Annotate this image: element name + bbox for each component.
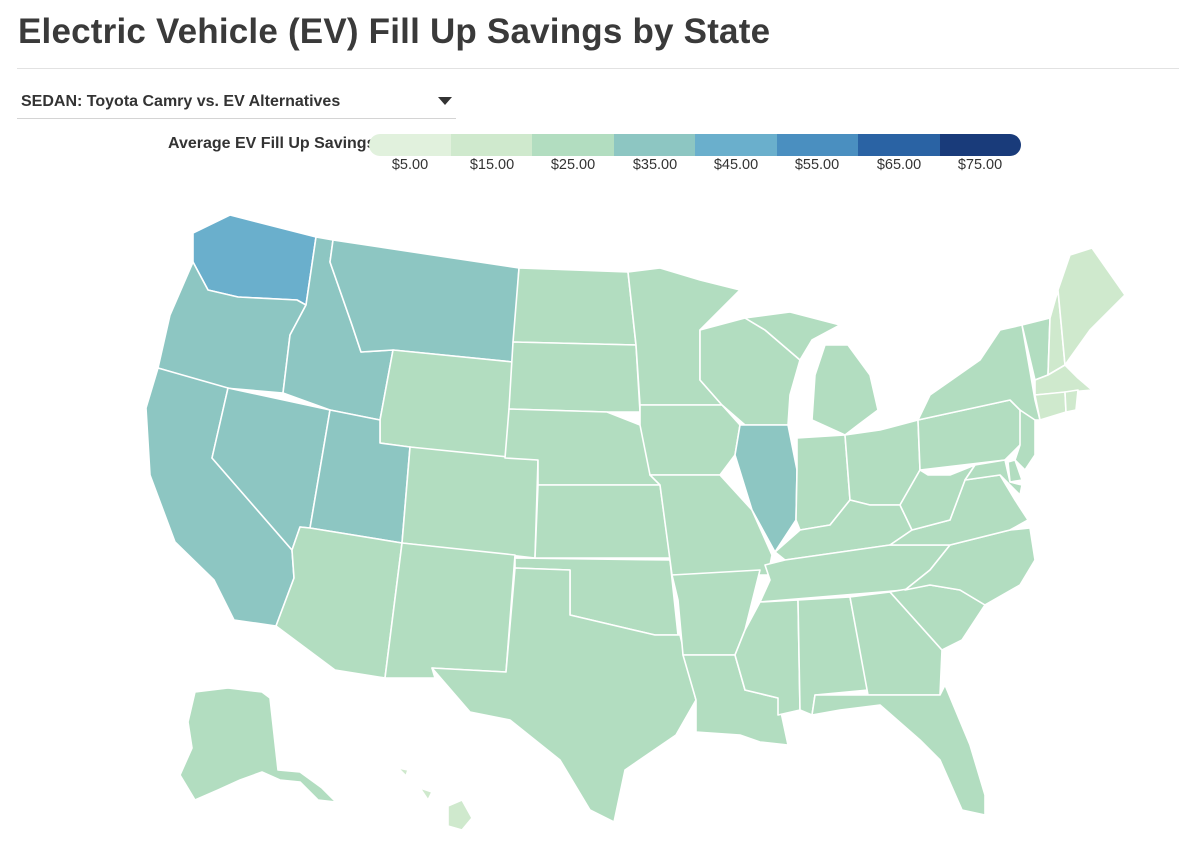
state-nj[interactable] [1014,409,1036,471]
state-ct[interactable] [1034,391,1067,421]
legend-tick: $15.00 [469,157,515,173]
state-ny[interactable] [917,324,1041,421]
state-nd[interactable] [512,267,637,346]
legend-swatch [613,134,695,156]
state-de[interactable] [1007,459,1023,483]
legend-swatch [939,134,1021,156]
state-ga[interactable] [849,591,943,696]
page-title: Electric Vehicle (EV) Fill Up Savings by… [18,12,771,51]
state-az[interactable] [275,526,403,679]
legend-tick: $45.00 [713,157,759,173]
state-md[interactable] [964,459,1023,496]
legend-tick: $5.00 [391,157,429,173]
legend-color-scale [369,134,1021,156]
legend-tick: $35.00 [632,157,678,173]
legend-swatch [695,134,777,156]
state-il[interactable] [734,424,798,553]
state-hi[interactable] [397,767,473,831]
state-ks[interactable] [534,484,671,559]
state-ia[interactable] [639,404,741,476]
chevron-down-icon[interactable] [438,97,452,105]
state-nm[interactable] [384,542,516,679]
state-fl[interactable] [811,684,986,816]
legend-tick: $75.00 [957,157,1003,173]
legend-tick-labels: $5.00 $15.00 $25.00 $35.00 $45.00 $55.00… [369,157,1021,177]
legend-swatch [532,134,614,156]
state-wy[interactable] [379,349,514,461]
legend-swatch [776,134,858,156]
state-me[interactable] [1057,247,1126,366]
title-divider [17,68,1179,69]
state-mt[interactable] [329,239,520,363]
dropdown-selected-value: SEDAN: Toyota Camry vs. EV Alternatives [21,93,341,110]
legend-swatch [858,134,940,156]
legend-tick: $55.00 [794,157,840,173]
state-mi[interactable] [744,311,879,436]
legend-title: Average EV Fill Up Savings [168,135,376,152]
vehicle-class-dropdown[interactable]: SEDAN: Toyota Camry vs. EV Alternatives [17,86,456,119]
state-sd[interactable] [508,341,641,413]
state-co[interactable] [401,446,539,559]
legend-swatch [369,134,451,156]
legend-swatch [450,134,532,156]
state-tx[interactable] [431,567,697,823]
state-ri[interactable] [1064,389,1079,413]
legend-tick: $25.00 [550,157,596,173]
state-ak[interactable] [179,687,337,803]
legend-tick: $65.00 [876,157,922,173]
